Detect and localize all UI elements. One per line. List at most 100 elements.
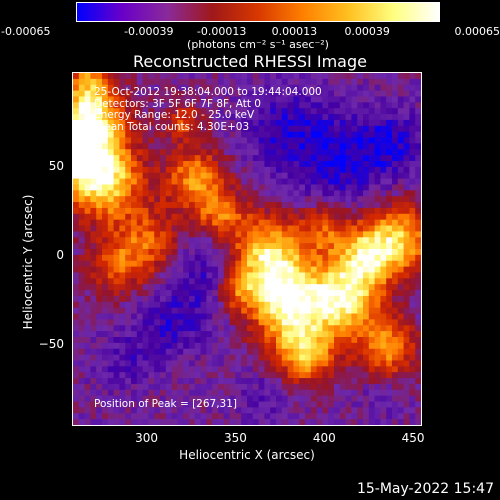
heatmap-cell [194, 196, 201, 203]
heatmap-cell [194, 149, 201, 156]
heatmap-cell [154, 272, 161, 279]
heatmap-cell [357, 149, 364, 156]
heatmap-cell [142, 419, 149, 425]
heatmap-cell [113, 155, 120, 162]
heatmap-cell [102, 161, 109, 168]
heatmap-cell [160, 155, 167, 162]
heatmap-cell [229, 137, 236, 144]
heatmap-cell [304, 190, 312, 197]
heatmap-cell [130, 395, 138, 402]
heatmap-cell [235, 319, 242, 326]
heatmap-cell [322, 237, 329, 244]
heatmap-cell [241, 419, 248, 425]
heatmap-cell [171, 272, 178, 279]
heatmap-cell [304, 254, 312, 262]
heatmap-cell [200, 307, 207, 314]
heatmap-cell [154, 254, 161, 262]
heatmap-cell [189, 307, 196, 314]
heatmap-cell [154, 196, 161, 203]
heatmap-cell [409, 249, 416, 256]
heatmap-cell [334, 161, 341, 168]
heatmap-cell [345, 313, 352, 320]
heatmap-cell [189, 184, 196, 191]
heatmap-cell [78, 237, 85, 244]
heatmap-cell [73, 419, 80, 425]
heatmap-cell [276, 307, 283, 314]
heatmap-cell [415, 102, 421, 109]
heatmap-cell [217, 278, 225, 285]
heatmap-cell [136, 413, 143, 420]
heatmap-cell [409, 354, 416, 361]
heatmap-cell [374, 290, 381, 297]
heatmap-cell [96, 278, 103, 285]
heatmap-cell [241, 290, 248, 297]
heatmap-cell [78, 290, 85, 297]
heatmap-cell [113, 372, 120, 379]
heatmap-cell [96, 372, 103, 379]
heatmap-cell [391, 108, 399, 115]
heatmap-cell [299, 249, 306, 256]
heatmap-cell [299, 389, 306, 397]
heatmap-cell [293, 231, 300, 238]
heatmap-cell [409, 225, 416, 232]
heatmap-cell [299, 260, 306, 267]
heatmap-cell [102, 395, 109, 402]
heatmap-cell [165, 137, 172, 144]
heatmap-cell [130, 401, 138, 408]
heatmap-cell [241, 143, 248, 150]
heatmap-cell [386, 337, 393, 344]
heatmap-cell [397, 401, 404, 408]
heatmap-cell [73, 155, 80, 162]
heatmap-cell [415, 383, 421, 391]
heatmap-cell [119, 366, 126, 373]
heatmap-cell [322, 114, 329, 121]
heatmap-cell [113, 102, 120, 109]
heatmap-cell [241, 337, 248, 344]
heatmap-cell [96, 237, 103, 244]
heatmap-cell [386, 219, 393, 226]
heatmap-cell [130, 225, 138, 232]
heatmap-cell [304, 331, 312, 338]
heatmap-cell [119, 413, 126, 420]
heatmap-cell [73, 342, 80, 350]
heatmap-cell [276, 284, 283, 291]
heatmap-cell [403, 207, 410, 215]
heatmap-cell [380, 119, 387, 127]
heatmap-cell [345, 166, 352, 174]
heatmap-cell [130, 237, 138, 244]
heatmap-cell [102, 119, 109, 127]
heatmap-cell [165, 196, 172, 203]
heatmap-cell [78, 96, 85, 103]
heatmap-cell [171, 102, 178, 109]
heatmap-cell [189, 378, 196, 385]
heatmap-cell [171, 249, 178, 256]
heatmap-cell [113, 125, 120, 133]
heatmap-cell [386, 313, 393, 320]
heatmap-cell [206, 102, 213, 109]
heatmap-cell [276, 413, 283, 420]
heatmap-cell [130, 319, 138, 326]
heatmap-cell [322, 278, 329, 285]
heatmap-cell [380, 383, 387, 391]
heatmap-cell [165, 184, 172, 191]
heatmap-cell [270, 290, 277, 297]
heatmap-cell [206, 337, 213, 344]
heatmap-cell [84, 213, 91, 221]
heatmap-cell [165, 254, 172, 262]
heatmap-cell [299, 348, 306, 355]
heatmap-cell [107, 249, 114, 256]
heatmap-cell [102, 260, 109, 267]
heatmap-cell [90, 378, 97, 385]
heatmap-cell [386, 237, 393, 244]
heatmap-cell [142, 307, 149, 314]
heatmap-cell [78, 190, 85, 197]
heatmap-cell [386, 366, 393, 373]
heatmap-cell [252, 172, 259, 179]
heatmap-cell [96, 243, 103, 250]
heatmap-cell [177, 172, 184, 179]
heatmap-cell [235, 407, 242, 414]
heatmap-cell [351, 331, 358, 338]
heatmap-cell [183, 372, 190, 379]
heatmap-cell [119, 125, 126, 133]
heatmap-cell [304, 114, 312, 121]
